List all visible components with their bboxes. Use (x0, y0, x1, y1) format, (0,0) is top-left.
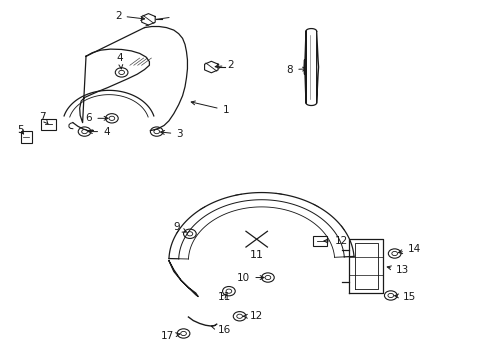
Text: 15: 15 (394, 292, 415, 302)
Text: 17: 17 (160, 331, 180, 341)
Text: 7: 7 (39, 112, 48, 124)
Text: 4: 4 (117, 53, 123, 69)
Text: 6: 6 (85, 113, 108, 123)
Text: 3: 3 (160, 129, 183, 139)
Text: 11: 11 (217, 292, 230, 302)
Text: 8: 8 (286, 64, 306, 75)
Text: 13: 13 (386, 265, 408, 275)
Bar (20, 131, 31, 143)
Bar (312, 236, 326, 246)
Text: 14: 14 (398, 244, 420, 254)
Text: 10: 10 (237, 273, 264, 283)
Text: 9: 9 (173, 222, 186, 232)
Text: 1: 1 (191, 101, 229, 115)
Text: 2: 2 (215, 60, 234, 70)
Text: 12: 12 (323, 236, 347, 246)
Text: 16: 16 (211, 325, 230, 335)
Text: 12: 12 (243, 311, 262, 321)
Text: 4: 4 (88, 127, 109, 136)
Text: 11: 11 (249, 250, 263, 260)
Text: 2: 2 (115, 11, 144, 21)
Bar (41, 119, 56, 130)
Text: 5: 5 (17, 125, 23, 135)
